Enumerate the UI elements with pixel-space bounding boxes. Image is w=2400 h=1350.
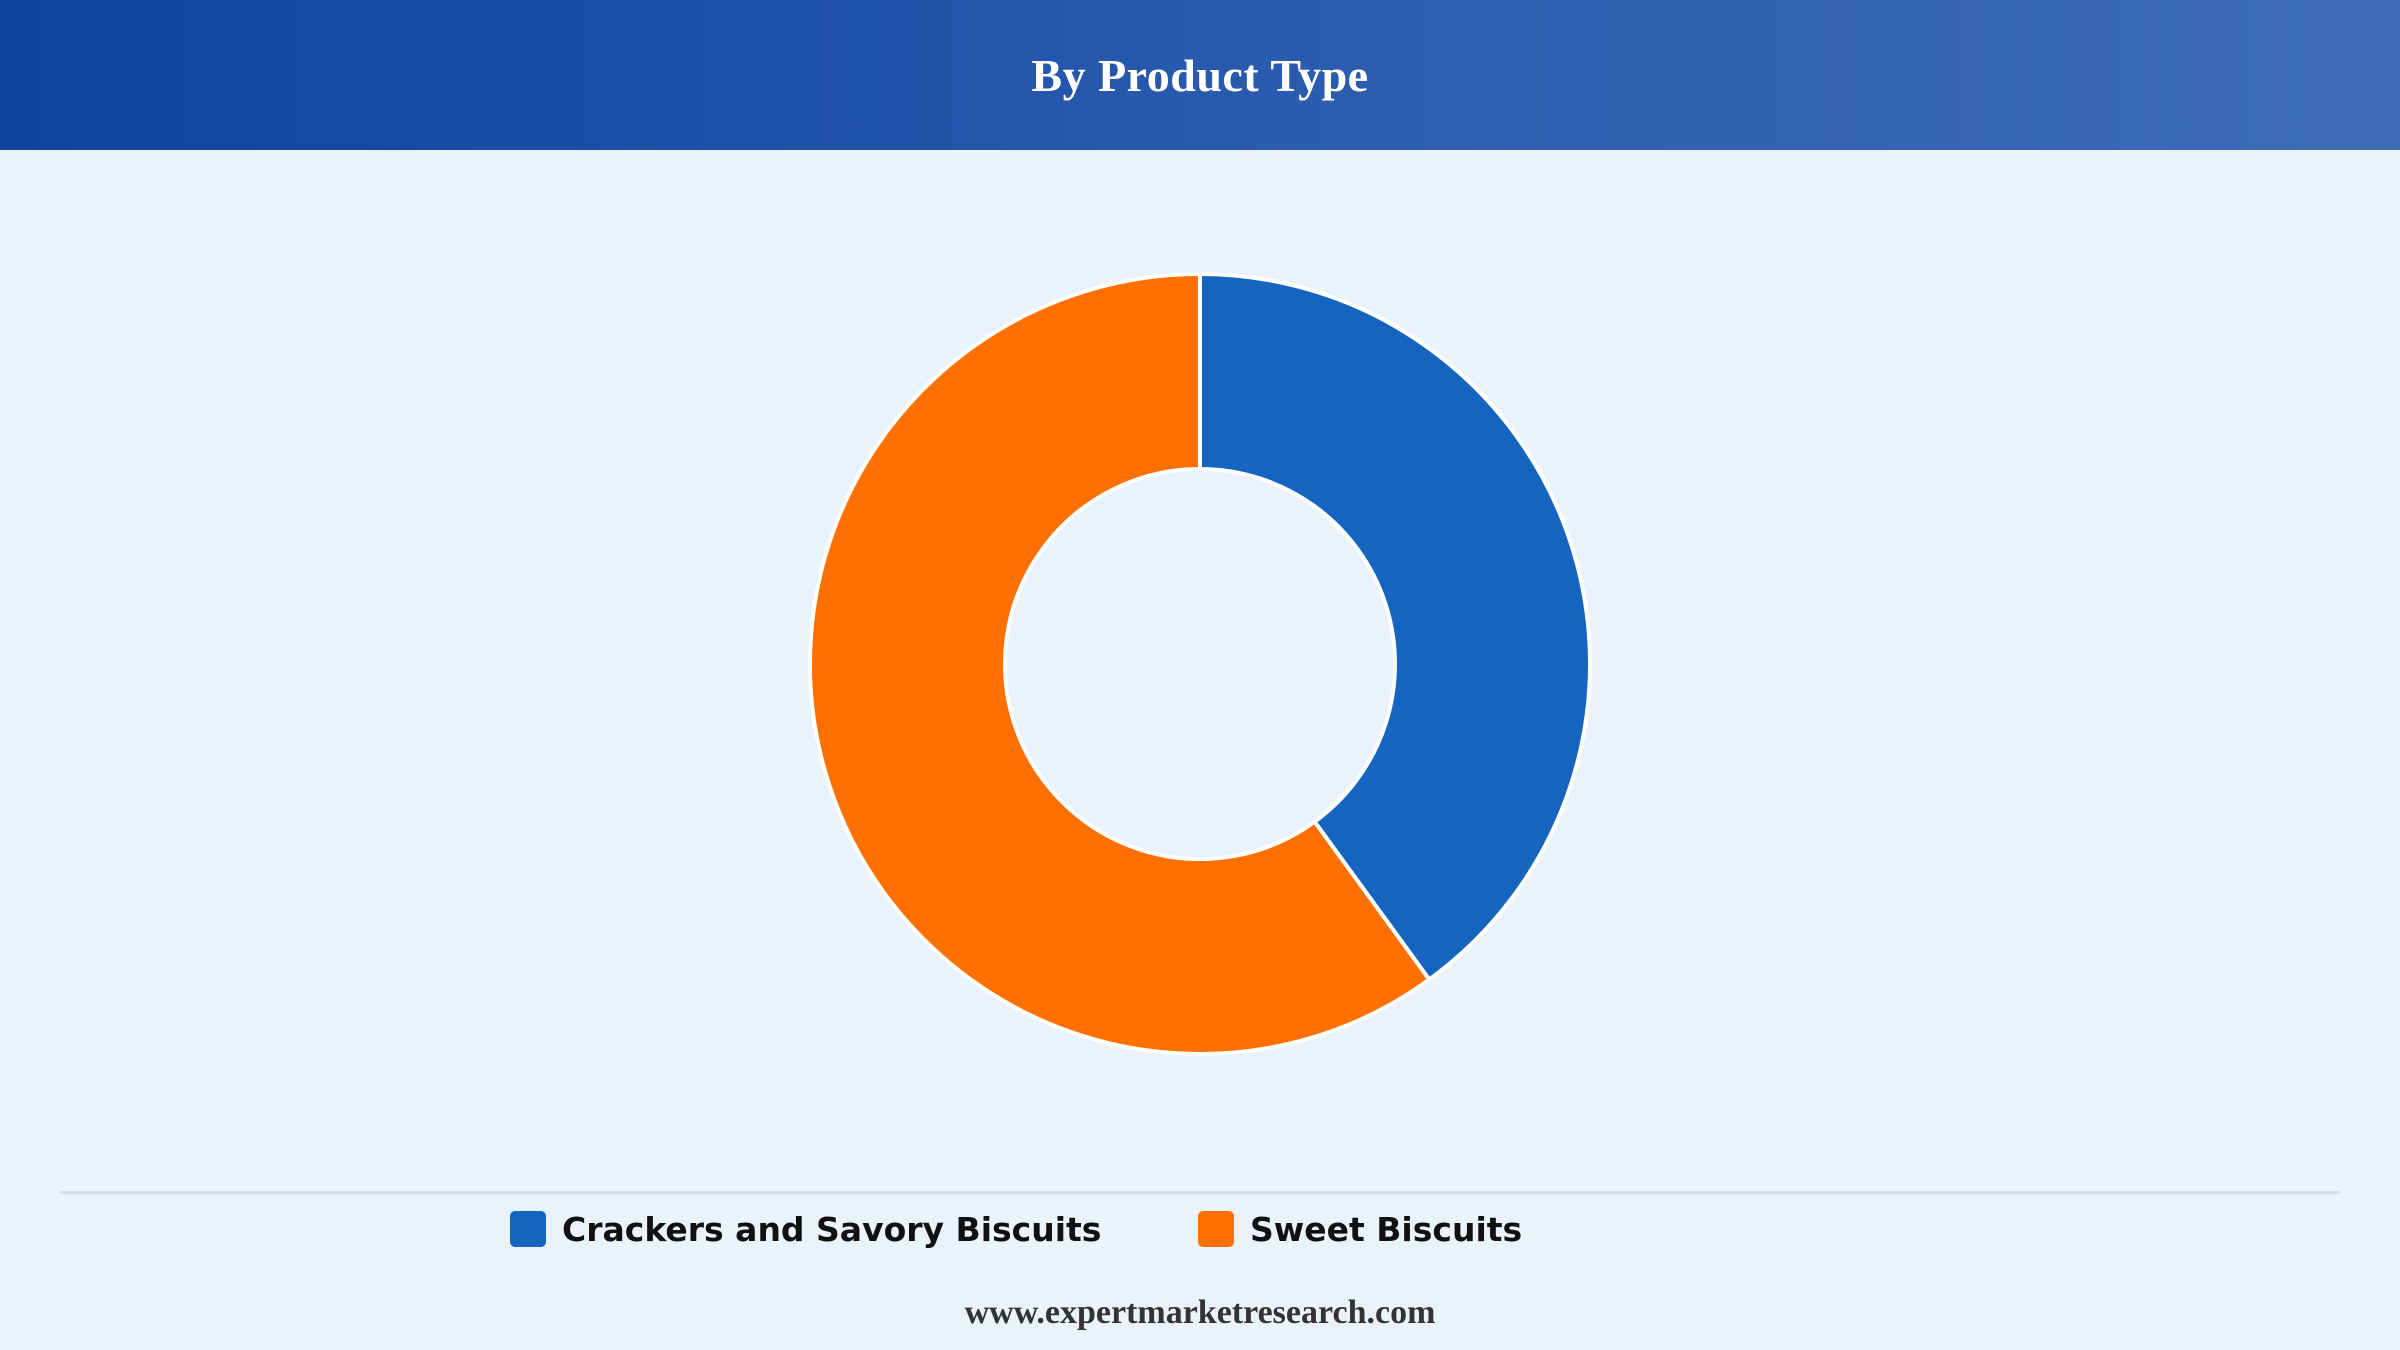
legend-item-sweet-biscuits[interactable]: Sweet Biscuits (1198, 1204, 1522, 1254)
donut-slice-sweet-biscuits[interactable] (808, 272, 1432, 1056)
chart-header: By Product Type (0, 0, 2400, 150)
legend-item-crackers[interactable]: Crackers and Savory Biscuits (510, 1204, 1101, 1254)
donut-chart (808, 272, 1592, 1056)
legend-label-sweet-biscuits: Sweet Biscuits (1250, 1209, 1523, 1249)
legend-divider (60, 1191, 2340, 1194)
chart-legend: Crackers and Savory Biscuits Sweet Biscu… (0, 1204, 2400, 1254)
legend-label-crackers: Crackers and Savory Biscuits (562, 1209, 1102, 1249)
donut-chart-area (0, 150, 2400, 1190)
legend-swatch-crackers (510, 1211, 546, 1247)
footer-website: www.expertmarketresearch.com (964, 1294, 1436, 1331)
donut-slice-crackers-and-savory-biscuits[interactable] (1198, 272, 1592, 982)
legend-swatch-sweet-biscuits (1198, 1211, 1234, 1247)
chart-title: By Product Type (1031, 49, 1369, 101)
